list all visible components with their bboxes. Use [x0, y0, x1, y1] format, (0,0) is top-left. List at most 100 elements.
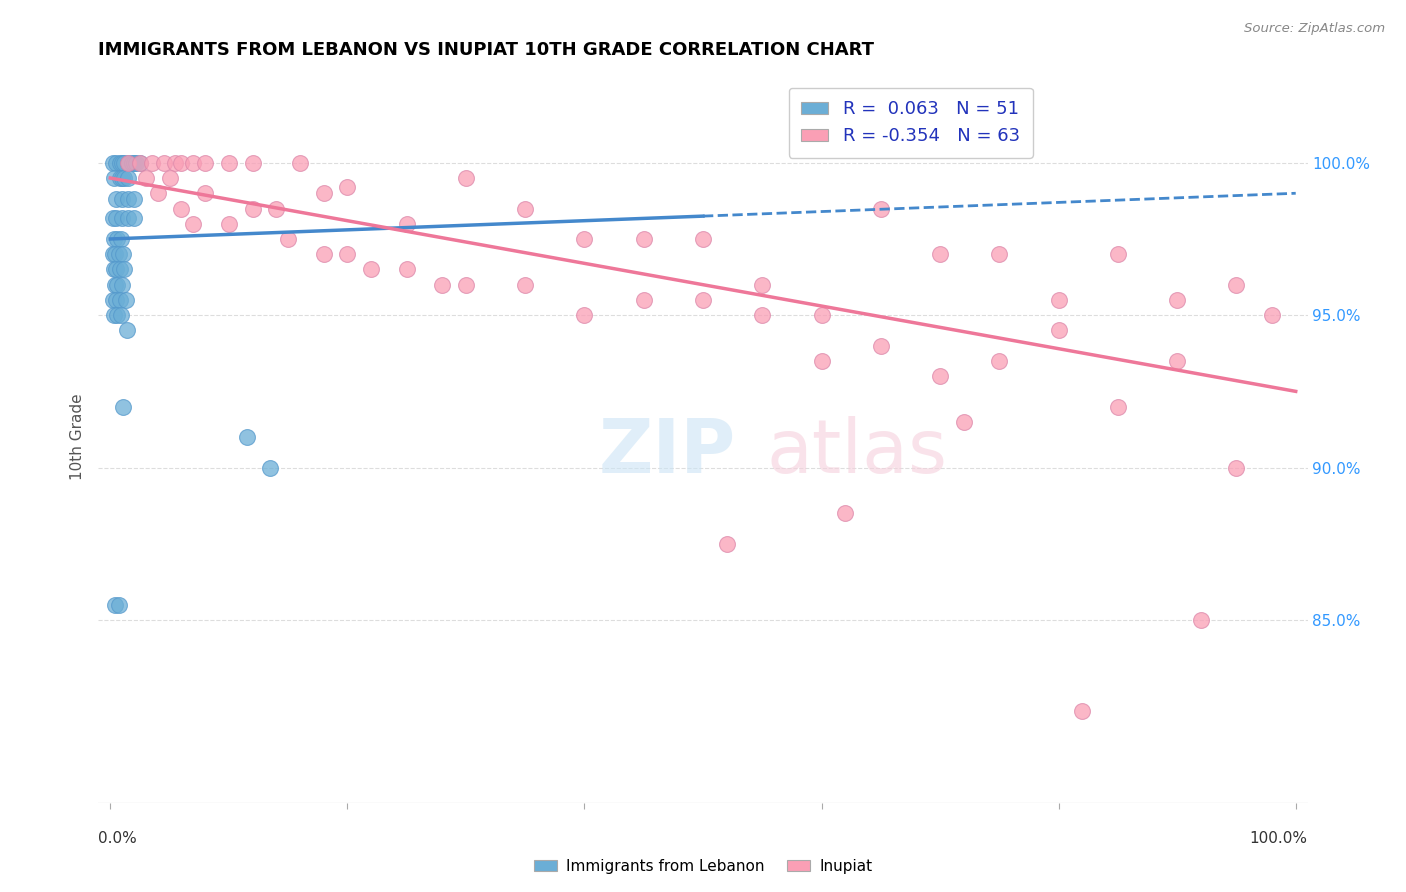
Text: IMMIGRANTS FROM LEBANON VS INUPIAT 10TH GRADE CORRELATION CHART: IMMIGRANTS FROM LEBANON VS INUPIAT 10TH …	[98, 41, 875, 59]
Y-axis label: 10th Grade: 10th Grade	[70, 393, 86, 481]
Point	[1189, 613, 1212, 627]
Point	[115, 323, 138, 337]
Point	[834, 506, 856, 520]
Point	[110, 232, 132, 246]
Point	[112, 247, 135, 261]
Point	[110, 308, 132, 322]
Point	[108, 293, 131, 307]
Point	[146, 186, 169, 201]
Point	[869, 339, 891, 353]
Point	[574, 308, 596, 322]
Point	[432, 277, 454, 292]
Point	[360, 262, 382, 277]
Point	[101, 211, 124, 225]
Point	[117, 156, 139, 170]
Point	[454, 277, 477, 292]
Point	[170, 202, 193, 216]
Point	[105, 262, 128, 277]
Point	[1047, 323, 1070, 337]
Point	[1107, 247, 1129, 261]
Text: Source: ZipAtlas.com: Source: ZipAtlas.com	[1244, 22, 1385, 36]
Point	[159, 171, 181, 186]
Point	[1047, 293, 1070, 307]
Text: 100.0%: 100.0%	[1250, 831, 1308, 846]
Point	[125, 156, 148, 170]
Point	[108, 171, 131, 186]
Point	[108, 156, 131, 170]
Point	[1166, 354, 1188, 368]
Point	[1166, 293, 1188, 307]
Point	[170, 156, 193, 170]
Point	[117, 211, 139, 225]
Point	[810, 308, 832, 322]
Point	[454, 171, 477, 186]
Point	[242, 202, 264, 216]
Point	[1071, 705, 1094, 719]
Point	[988, 354, 1011, 368]
Point	[235, 430, 257, 444]
Point	[101, 293, 124, 307]
Point	[117, 156, 139, 170]
Point	[122, 156, 145, 170]
Point	[117, 171, 139, 186]
Point	[111, 211, 134, 225]
Point	[105, 211, 128, 225]
Point	[312, 247, 335, 261]
Point	[277, 232, 299, 246]
Point	[288, 156, 311, 170]
Point	[988, 247, 1011, 261]
Point	[114, 293, 136, 307]
Point	[103, 262, 125, 277]
Point	[395, 262, 418, 277]
Point	[103, 308, 125, 322]
Point	[104, 247, 127, 261]
Text: 0.0%: 0.0%	[98, 831, 138, 846]
Point	[129, 156, 152, 170]
Legend: Immigrants from Lebanon, Inupiat: Immigrants from Lebanon, Inupiat	[527, 853, 879, 880]
Point	[108, 262, 131, 277]
Point	[117, 193, 139, 207]
Point	[122, 193, 145, 207]
Point	[141, 156, 163, 170]
Point	[121, 156, 143, 170]
Point	[135, 171, 157, 186]
Point	[105, 308, 128, 322]
Point	[107, 598, 129, 612]
Point	[633, 293, 655, 307]
Point	[869, 202, 891, 216]
Point	[1261, 308, 1284, 322]
Point	[104, 277, 127, 292]
Point	[1225, 277, 1247, 292]
Point	[312, 186, 335, 201]
Text: atlas: atlas	[766, 416, 948, 489]
Point	[692, 293, 714, 307]
Point	[259, 460, 281, 475]
Point	[105, 277, 128, 292]
Point	[112, 400, 135, 414]
Point	[114, 262, 136, 277]
Point	[929, 247, 952, 261]
Point	[129, 156, 152, 170]
Point	[111, 193, 134, 207]
Point	[810, 354, 832, 368]
Point	[336, 247, 359, 261]
Point	[395, 217, 418, 231]
Text: ZIP: ZIP	[599, 416, 737, 489]
Point	[194, 186, 217, 201]
Point	[114, 156, 136, 170]
Point	[194, 156, 217, 170]
Point	[336, 180, 359, 194]
Point	[515, 277, 537, 292]
Point	[105, 156, 128, 170]
Point	[101, 156, 124, 170]
Point	[952, 415, 974, 429]
Point	[122, 211, 145, 225]
Point	[574, 232, 596, 246]
Point	[181, 217, 204, 231]
Point	[114, 171, 136, 186]
Point	[716, 537, 738, 551]
Point	[105, 293, 128, 307]
Point	[181, 156, 204, 170]
Point	[1107, 400, 1129, 414]
Point	[692, 232, 714, 246]
